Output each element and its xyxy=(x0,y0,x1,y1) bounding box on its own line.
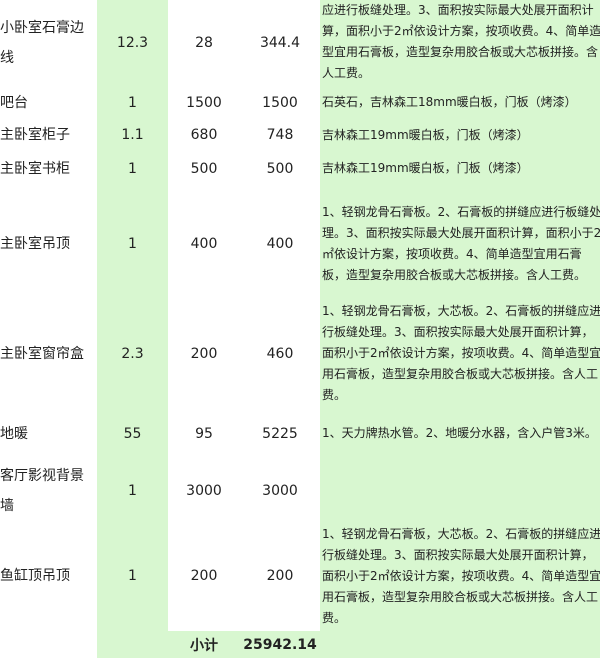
subtotal-cell: 小计 xyxy=(168,631,240,658)
table-row: 地暖 55 95 5225 1、天力牌热水管。2、地暖分水器，含入户管3米。 xyxy=(0,406,600,461)
description: 1、轻钢龙骨石膏板，大芯板。2、石膏板的拼缝应进行板缝处理。3、面积按实际最大处… xyxy=(320,521,600,631)
description: 1、轻钢龙骨石膏板，大芯板。2、石膏板的拼缝应进行板缝处理。3、面积按实际最大处… xyxy=(320,301,600,406)
item-name: 主卧室吊顶 xyxy=(0,186,97,301)
unit-price: 28 xyxy=(168,0,240,86)
description xyxy=(320,461,600,521)
line-total: 200 xyxy=(240,521,320,631)
quantity: 1 xyxy=(97,186,168,301)
quantity: 1 xyxy=(97,151,168,186)
subtotal-cell xyxy=(0,631,97,658)
unit-price: 500 xyxy=(168,151,240,186)
item-name: 客厅影视背景墙 xyxy=(0,461,97,521)
item-name: 地暖 xyxy=(0,406,97,461)
line-total: 748 xyxy=(240,119,320,151)
table-row: 小卧室石膏边线 12.3 28 344.4 应进行板缝处理。3、面积按实际最大处展开面积… xyxy=(0,0,600,86)
item-name: 主卧室窗帘盒 xyxy=(0,301,97,406)
item-name: 吧台 xyxy=(0,86,97,119)
quantity: 1 xyxy=(97,521,168,631)
item-name: 主卧室书柜 xyxy=(0,151,97,186)
subtotal-cell xyxy=(97,631,168,658)
unit-price: 200 xyxy=(168,301,240,406)
table-row: 主卧室书柜 1 500 500 吉林森工19mm暖白板，门板（烤漆） xyxy=(0,151,600,186)
quantity: 2.3 xyxy=(97,301,168,406)
line-total: 5225 xyxy=(240,406,320,461)
table-row: 吧台 1 1500 1500 石英石，吉林森工18mm暖白板，门板（烤漆） xyxy=(0,86,600,119)
description: 1、轻钢龙骨石膏板。2、石膏板的拼缝应进行板缝处理。3、面积按实际最大处展开面积… xyxy=(320,186,600,301)
subtotal-cell xyxy=(320,631,600,658)
table-row: 主卧室窗帘盒 2.3 200 460 1、轻钢龙骨石膏板，大芯板。2、石膏板的拼缝应进行… xyxy=(0,301,600,406)
table-row: 鱼缸顶吊顶 1 200 200 1、轻钢龙骨石膏板，大芯板。2、石膏板的拼缝应进行板缝处… xyxy=(0,521,600,631)
subtotal-cell: 25942.14 xyxy=(240,631,320,658)
unit-price: 95 xyxy=(168,406,240,461)
unit-price: 3000 xyxy=(168,461,240,521)
subtotal-row: 小计 25942.14 xyxy=(0,631,600,658)
item-name: 主卧室柜子 xyxy=(0,119,97,151)
item-name: 小卧室石膏边线 xyxy=(0,0,97,86)
unit-price: 200 xyxy=(168,521,240,631)
quantity: 1.1 xyxy=(97,119,168,151)
table-row: 主卧室柜子 1.1 680 748 吉林森工19mm暖白板，门板（烤漆） xyxy=(0,119,600,151)
table-row: 客厅影视背景墙 1 3000 3000 xyxy=(0,461,600,521)
description: 石英石，吉林森工18mm暖白板，门板（烤漆） xyxy=(320,86,600,119)
unit-price: 400 xyxy=(168,186,240,301)
quantity: 12.3 xyxy=(97,0,168,86)
description: 1、天力牌热水管。2、地暖分水器，含入户管3米。 xyxy=(320,406,600,461)
line-total: 344.4 xyxy=(240,0,320,86)
line-total: 3000 xyxy=(240,461,320,521)
description: 吉林森工19mm暖白板，门板（烤漆） xyxy=(320,151,600,186)
unit-price: 1500 xyxy=(168,86,240,119)
item-name: 鱼缸顶吊顶 xyxy=(0,521,97,631)
description: 应进行板缝处理。3、面积按实际最大处展开面积计算，面积小于2㎡依设计方案，按项收… xyxy=(320,0,600,86)
line-total: 1500 xyxy=(240,86,320,119)
quantity: 1 xyxy=(97,86,168,119)
table-row: 主卧室吊顶 1 400 400 1、轻钢龙骨石膏板。2、石膏板的拼缝应进行板缝处理。3、… xyxy=(0,186,600,301)
line-total: 500 xyxy=(240,151,320,186)
line-total: 460 xyxy=(240,301,320,406)
quantity: 55 xyxy=(97,406,168,461)
quantity: 1 xyxy=(97,461,168,521)
description: 吉林森工19mm暖白板，门板（烤漆） xyxy=(320,119,600,151)
unit-price: 680 xyxy=(168,119,240,151)
line-total: 400 xyxy=(240,186,320,301)
